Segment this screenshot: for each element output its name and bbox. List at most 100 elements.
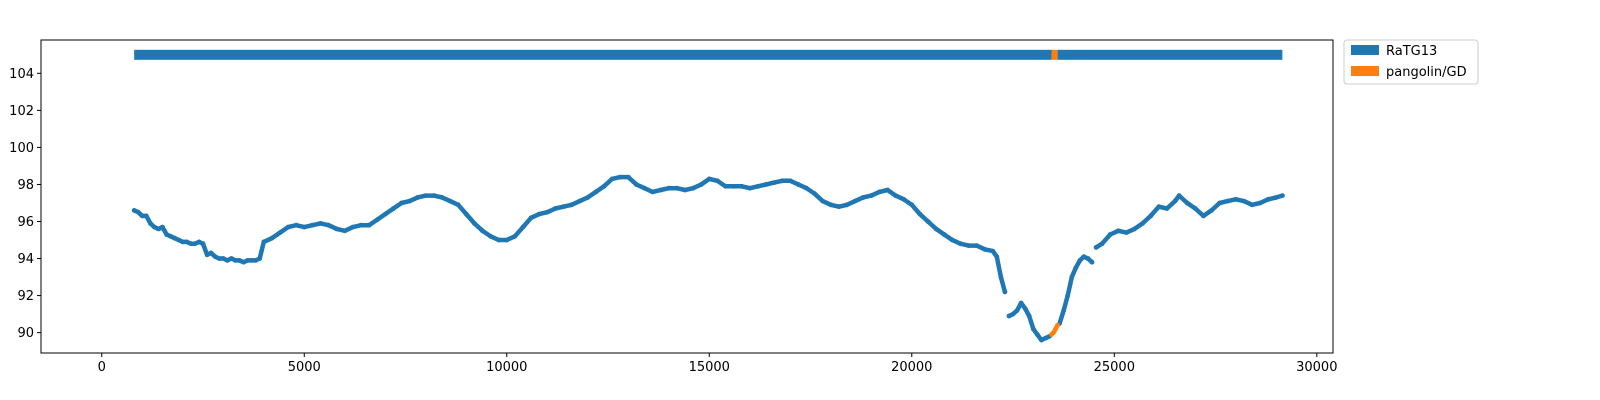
x-tick-label: 0 — [98, 360, 106, 375]
data-point — [609, 176, 615, 182]
data-point — [1002, 289, 1008, 295]
data-point — [431, 193, 437, 199]
data-point — [496, 237, 502, 243]
data-point — [1164, 206, 1170, 211]
data-point — [1273, 195, 1279, 200]
bar-segment-2 — [1057, 49, 1283, 60]
data-point — [966, 243, 971, 249]
y-tick-label: 100 — [9, 141, 34, 156]
data-point — [233, 258, 238, 263]
data-point — [812, 191, 817, 197]
data-point — [407, 198, 412, 204]
data-point — [877, 189, 882, 195]
data-point — [674, 185, 680, 191]
data-point — [1124, 230, 1129, 236]
x-axis: 0 5000 10000 15000 20000 25000 30000 — [98, 353, 1337, 375]
x-tick-label: 5000 — [288, 360, 321, 375]
data-point — [828, 202, 834, 208]
data-point — [192, 241, 198, 247]
data-point — [415, 195, 421, 200]
data-point — [512, 233, 518, 239]
data-point — [224, 258, 230, 263]
data-point — [293, 222, 299, 228]
data-point — [504, 237, 510, 243]
data-point — [1089, 259, 1095, 265]
data-point — [200, 241, 206, 247]
data-point — [1061, 308, 1067, 313]
data-point — [196, 239, 202, 245]
data-point — [176, 237, 182, 243]
data-point — [334, 226, 340, 232]
data-point — [994, 254, 1000, 260]
data-point — [982, 246, 988, 252]
data-point — [1085, 256, 1091, 261]
data-point — [544, 209, 550, 215]
data-point — [715, 178, 720, 184]
data-point — [844, 202, 850, 208]
bar-segment-1 — [1051, 49, 1058, 60]
series-0 — [131, 174, 1285, 343]
data-point — [1156, 204, 1162, 210]
data-point — [310, 222, 315, 228]
data-point — [593, 189, 599, 195]
data-point — [342, 228, 348, 234]
data-point — [188, 241, 194, 247]
x-tick-label: 10000 — [486, 360, 527, 375]
data-point — [723, 183, 728, 189]
data-point — [1241, 198, 1247, 204]
data-point — [585, 195, 591, 200]
legend-label-ratg13: RaTG13 — [1386, 44, 1437, 59]
data-point — [561, 204, 566, 210]
data-point — [804, 185, 809, 191]
data-point — [650, 189, 655, 195]
x-tick-label: 20000 — [891, 360, 932, 375]
data-point — [131, 208, 137, 213]
data-point — [553, 206, 558, 211]
data-point — [1140, 221, 1145, 226]
data-point — [1099, 241, 1105, 247]
y-tick-label: 98 — [17, 178, 34, 193]
data-point — [1077, 258, 1083, 263]
data-point — [779, 178, 785, 184]
data-point — [447, 198, 453, 204]
legend-swatch-pangolin — [1351, 66, 1379, 76]
data-point — [1225, 198, 1231, 204]
data-point — [318, 221, 323, 226]
x-tick-label: 30000 — [1296, 360, 1337, 375]
data-point — [423, 193, 429, 199]
data-point — [1006, 313, 1012, 319]
data-point — [1209, 208, 1214, 213]
data-point — [184, 239, 190, 245]
data-point — [634, 182, 639, 187]
data-point — [1022, 306, 1028, 311]
data-point — [374, 217, 380, 223]
data-point — [1026, 313, 1032, 319]
data-point — [358, 222, 364, 228]
x-tick-label: 15000 — [689, 360, 730, 375]
y-tick-label: 104 — [9, 67, 34, 82]
data-point — [488, 233, 493, 239]
data-point — [909, 202, 915, 208]
data-point — [739, 183, 745, 189]
y-tick-label: 92 — [17, 289, 34, 304]
data-point — [160, 224, 165, 230]
data-point — [139, 213, 145, 219]
data-point — [763, 182, 769, 187]
data-point — [261, 239, 267, 245]
data-point — [1132, 226, 1137, 232]
data-point — [1065, 293, 1071, 298]
data-point — [480, 228, 485, 234]
data-point — [949, 237, 955, 243]
data-layer — [131, 174, 1285, 343]
data-point — [885, 187, 890, 193]
data-point — [925, 219, 931, 224]
data-point — [285, 224, 291, 230]
data-point — [852, 198, 858, 204]
data-point — [249, 258, 255, 263]
data-point — [601, 183, 607, 189]
data-point — [796, 182, 801, 187]
x-tick-label: 25000 — [1094, 360, 1135, 375]
bar-segment-0 — [134, 49, 1052, 60]
data-point — [642, 185, 647, 191]
